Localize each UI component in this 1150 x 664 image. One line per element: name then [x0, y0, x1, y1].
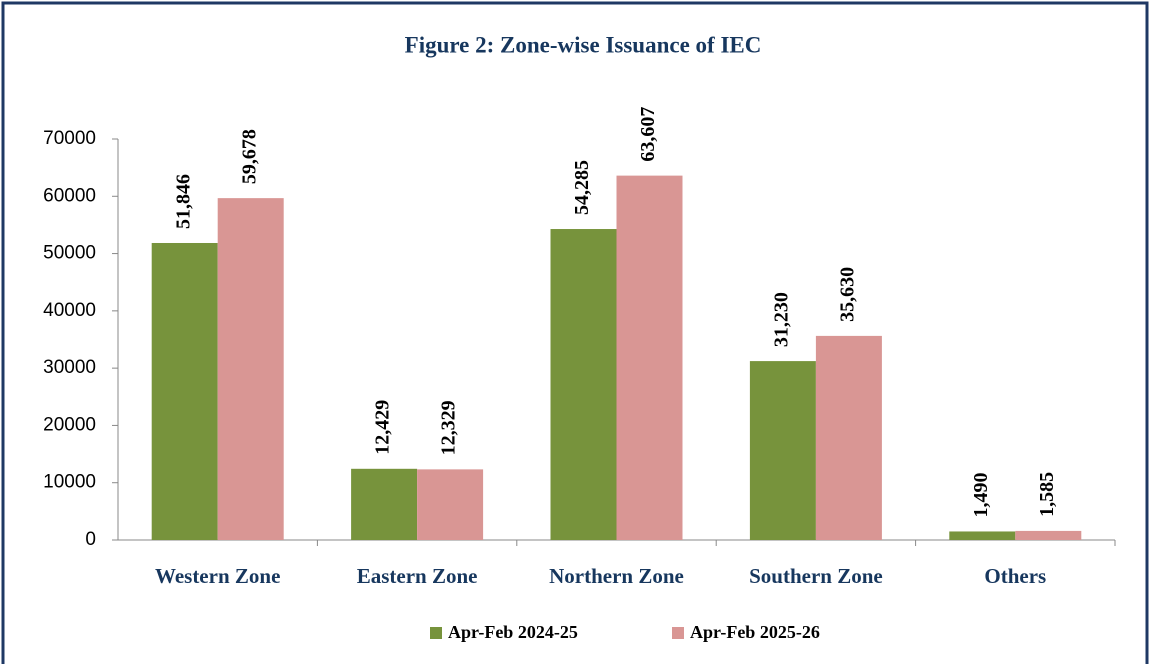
bar — [351, 468, 418, 540]
y-tick-label: 30000 — [43, 357, 96, 378]
bar — [949, 531, 1016, 540]
x-tick-label: Southern Zone — [749, 564, 883, 588]
value-label: 12,429 — [372, 400, 394, 455]
bar — [815, 335, 882, 540]
bar — [417, 469, 484, 540]
legend-swatch — [430, 627, 442, 639]
value-label: 59,678 — [238, 129, 260, 184]
y-tick-label: 70000 — [43, 128, 96, 149]
x-tick-label: Western Zone — [155, 564, 280, 588]
y-tick-label: 20000 — [43, 414, 96, 435]
legend-label: Apr-Feb 2024-25 — [448, 622, 578, 642]
bar — [749, 361, 816, 540]
y-tick-label: 10000 — [43, 472, 96, 493]
value-label: 1,490 — [970, 472, 992, 517]
bar — [1015, 530, 1082, 540]
y-tick-label: 50000 — [43, 243, 96, 264]
value-label: 12,329 — [438, 400, 460, 455]
bar — [550, 229, 617, 540]
legend-label: Apr-Feb 2025-26 — [690, 622, 820, 642]
x-tick-label: Northern Zone — [549, 564, 684, 588]
value-label: 31,230 — [770, 292, 792, 347]
bar — [616, 175, 683, 541]
y-tick-label: 40000 — [43, 300, 96, 321]
value-label: 1,585 — [1036, 472, 1058, 517]
value-label: 35,630 — [836, 267, 858, 322]
bar — [151, 242, 218, 540]
value-label: 54,285 — [571, 160, 593, 215]
legend-swatch — [672, 627, 684, 639]
value-label: 51,846 — [172, 174, 194, 229]
y-tick-label: 0 — [85, 529, 96, 550]
x-tick-label: Eastern Zone — [357, 564, 478, 588]
chart-title: Figure 2: Zone-wise Issuance of IEC — [405, 32, 762, 57]
x-tick-label: Others — [984, 564, 1046, 588]
value-label: 63,607 — [637, 107, 659, 162]
bar — [217, 198, 284, 540]
y-tick-label: 60000 — [43, 185, 96, 206]
